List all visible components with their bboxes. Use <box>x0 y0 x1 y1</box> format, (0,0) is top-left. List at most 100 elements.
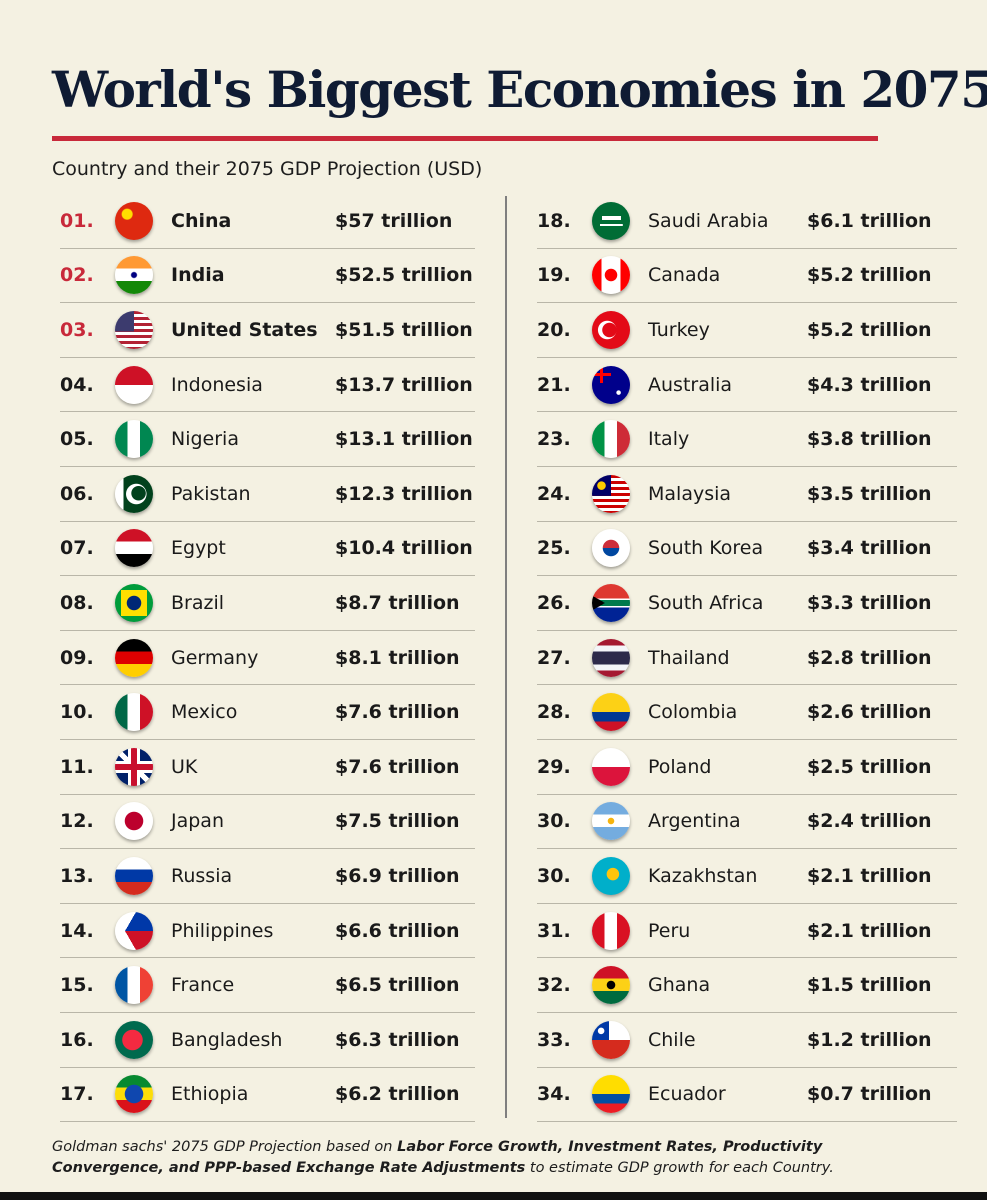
country-name: Japan <box>171 810 224 833</box>
gdp-value: $2.1 trillion <box>807 864 932 887</box>
rank-label: 23. <box>537 428 571 451</box>
gdp-value: $1.5 trillion <box>807 974 932 997</box>
mexico-flag-icon <box>115 693 153 732</box>
rank-label: 25. <box>537 537 571 560</box>
table-row: 25. South Korea $3.4 trillion <box>537 522 957 577</box>
japan-flag-icon <box>115 802 153 841</box>
country-name: Brazil <box>171 591 225 614</box>
brazil-flag-icon <box>115 583 153 622</box>
table-row: 10. Mexico $7.6 trillion <box>60 685 475 740</box>
rank-label: 10. <box>60 701 94 724</box>
table-row: 07. Egypt $10.4 trillion <box>60 522 475 577</box>
rank-label: 01. <box>60 209 94 232</box>
gdp-value: $3.4 trillion <box>807 537 932 560</box>
russia-flag-icon <box>115 856 153 895</box>
philippines-flag-icon <box>115 911 153 950</box>
nigeria-flag-icon <box>115 420 153 459</box>
country-name: India <box>171 264 225 287</box>
rank-label: 15. <box>60 974 94 997</box>
footnote-bold-text: Labor Force Growth, Investment Rates, Pr… <box>52 1139 823 1176</box>
country-name: Australia <box>648 373 733 396</box>
table-row: 17. Ethiopia $6.2 trillion <box>60 1068 475 1123</box>
country-name: Kazakhstan <box>648 864 758 887</box>
rank-label: 08. <box>60 591 94 614</box>
rank-label: 13. <box>60 864 94 887</box>
rank-label: 05. <box>60 428 94 451</box>
table-row: 33. Chile $1.2 trillion <box>537 1013 957 1068</box>
country-name: Ecuador <box>648 1083 726 1106</box>
uk-flag-icon <box>115 747 153 786</box>
australia-flag-icon <box>592 365 630 404</box>
country-name: Mexico <box>171 701 238 724</box>
gdp-value: $6.5 trillion <box>335 974 460 997</box>
rank-label: 33. <box>537 1028 571 1051</box>
country-name: Malaysia <box>648 482 732 505</box>
gdp-value: $52.5 trillion <box>335 264 473 287</box>
rank-label: 20. <box>537 318 571 341</box>
table-row: 03. United States $51.5 trillion <box>60 303 475 358</box>
country-name: Ghana <box>648 974 711 997</box>
gdp-value: $2.8 trillion <box>807 646 932 669</box>
colombia-flag-icon <box>592 693 630 732</box>
country-name: Saudi Arabia <box>648 209 769 232</box>
italy-flag-icon <box>592 420 630 459</box>
country-name: Nigeria <box>171 428 239 451</box>
malaysia-flag-icon <box>592 474 630 513</box>
country-name: UK <box>171 755 198 778</box>
egypt-flag-icon <box>115 529 153 568</box>
ghana-flag-icon <box>592 966 630 1005</box>
rank-label: 17. <box>60 1083 94 1106</box>
rank-label: 03. <box>60 318 94 341</box>
rank-label: 28. <box>537 701 571 724</box>
table-row: 29. Poland $2.5 trillion <box>537 740 957 795</box>
gdp-value: $1.2 trillion <box>807 1028 932 1051</box>
rank-label: 18. <box>537 209 571 232</box>
table-row: 12. Japan $7.5 trillion <box>60 795 475 850</box>
kazakhstan-flag-icon <box>592 856 630 895</box>
rank-label: 02. <box>60 264 94 287</box>
country-name: Peru <box>648 919 691 942</box>
gdp-value: $8.7 trillion <box>335 591 460 614</box>
footnote-text-end: to estimate GDP growth for each Country. <box>525 1160 834 1176</box>
rank-label: 14. <box>60 919 94 942</box>
indonesia-flag-icon <box>115 365 153 404</box>
rank-label: 09. <box>60 646 94 669</box>
table-row: 04. Indonesia $13.7 trillion <box>60 358 475 413</box>
table-row: 28. Colombia $2.6 trillion <box>537 685 957 740</box>
table-row: 06. Pakistan $12.3 trillion <box>60 467 475 522</box>
gdp-value: $2.5 trillion <box>807 755 932 778</box>
country-name: Philippines <box>171 919 274 942</box>
table-row: 11. UK $7.6 trillion <box>60 740 475 795</box>
table-row: 16. Bangladesh $6.3 trillion <box>60 1013 475 1068</box>
thailand-flag-icon <box>592 638 630 677</box>
table-row: 05. Nigeria $13.1 trillion <box>60 412 475 467</box>
country-name: Egypt <box>171 537 226 560</box>
table-row: 27. Thailand $2.8 trillion <box>537 631 957 686</box>
south-africa-flag-icon <box>592 583 630 622</box>
gdp-value: $2.4 trillion <box>807 810 932 833</box>
gdp-value: $5.2 trillion <box>807 318 932 341</box>
gdp-value: $13.7 trillion <box>335 373 473 396</box>
gdp-value: $3.5 trillion <box>807 482 932 505</box>
ecuador-flag-icon <box>592 1075 630 1114</box>
footnote-text: Goldman sachs' 2075 GDP Projection based… <box>52 1139 398 1155</box>
rank-label: 34. <box>537 1083 571 1106</box>
country-name: Thailand <box>648 646 730 669</box>
country-name: Turkey <box>648 318 710 341</box>
gdp-value: $7.6 trillion <box>335 701 460 724</box>
country-name: Indonesia <box>171 373 263 396</box>
table-row: 09. Germany $8.1 trillion <box>60 631 475 686</box>
table-row: 24. Malaysia $3.5 trillion <box>537 467 957 522</box>
rank-label: 32. <box>537 974 571 997</box>
country-name: Chile <box>648 1028 696 1051</box>
rank-label: 29. <box>537 755 571 778</box>
gdp-value: $57 trillion <box>335 209 453 232</box>
poland-flag-icon <box>592 747 630 786</box>
usa-flag-icon <box>115 310 153 349</box>
rank-label: 24. <box>537 482 571 505</box>
footnote: Goldman sachs' 2075 GDP Projection based… <box>52 1137 932 1179</box>
pakistan-flag-icon <box>115 474 153 513</box>
gdp-value: $3.8 trillion <box>807 428 932 451</box>
country-name: Pakistan <box>171 482 251 505</box>
table-row: 21. Australia $4.3 trillion <box>537 358 957 413</box>
